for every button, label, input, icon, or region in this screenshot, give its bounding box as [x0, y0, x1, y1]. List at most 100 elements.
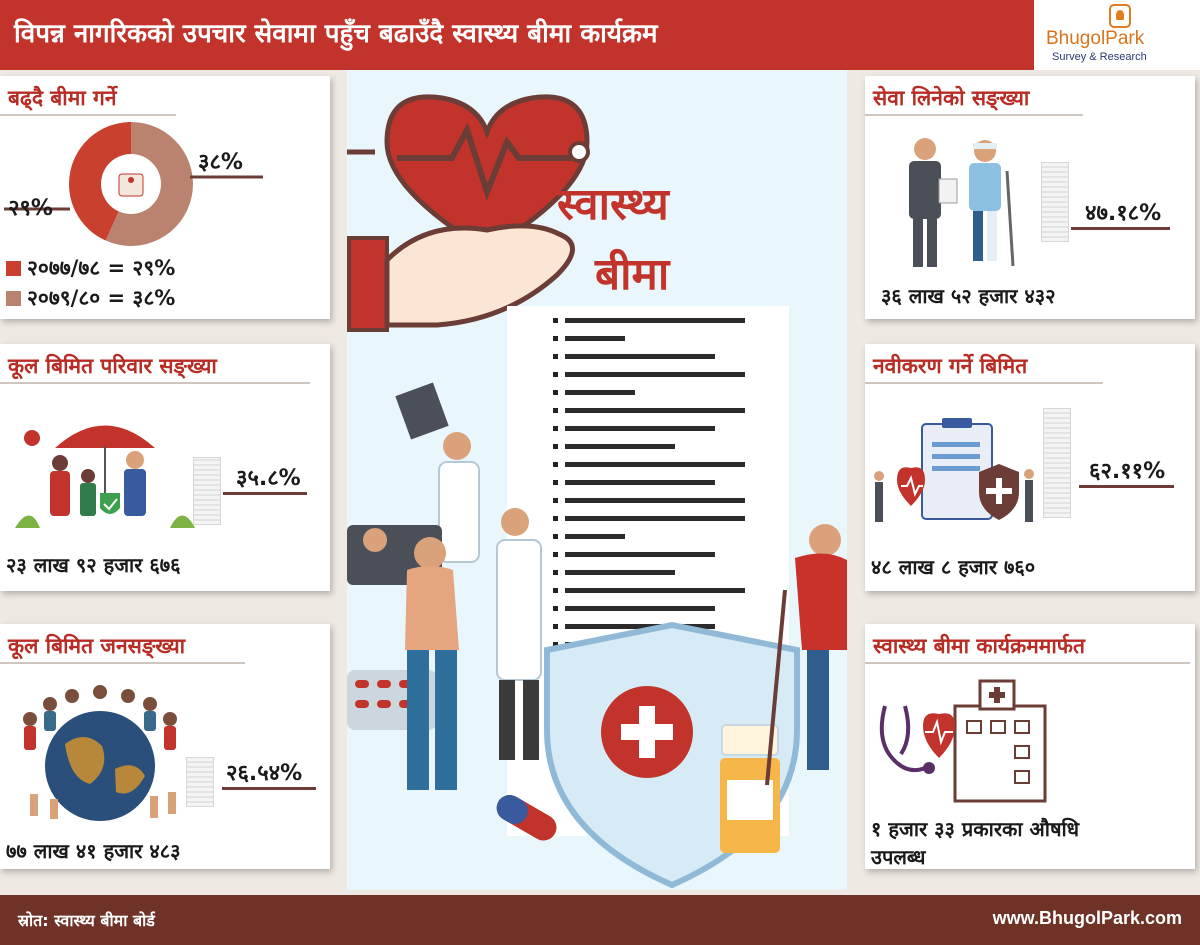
- doc-line: [565, 318, 745, 323]
- stat-underline: [222, 787, 316, 790]
- doc-bullet: [553, 408, 558, 413]
- doc-line: [565, 336, 625, 341]
- population-card-title: कूल बिमित जनसङ्ख्या: [8, 634, 186, 658]
- logo-name: BhugolPark: [1046, 28, 1145, 49]
- program-line-2: उपलब्ध: [871, 845, 926, 869]
- doc-bullet: [553, 516, 558, 521]
- title-divider: [0, 114, 176, 116]
- doc-bullet: [553, 606, 558, 611]
- title-divider: [865, 662, 1190, 664]
- doc-bullet: [553, 318, 558, 323]
- doc-line: [565, 588, 745, 593]
- doc-line: [565, 426, 715, 431]
- legend-item-2: २०७९/८० = ३८%: [6, 284, 175, 312]
- renewal-percent: ६२.११%: [1089, 459, 1166, 484]
- service-bar: [1041, 162, 1069, 242]
- crowd-globe-illustration: [23, 685, 177, 821]
- doc-line: [565, 354, 715, 359]
- title-divider: [0, 382, 310, 384]
- title-divider: [865, 114, 1083, 116]
- doc-bullet: [553, 354, 558, 359]
- logo-icon: [1109, 4, 1131, 28]
- doc-bullet: [553, 588, 558, 593]
- doc-line: [565, 480, 715, 485]
- doc-bullet: [553, 642, 558, 647]
- service-card: सेवा लिनेको सङ्ख्या ४७.१८% ३६ लाख ५२ हजा…: [865, 76, 1195, 319]
- legend-label-1: २०७७/७८ = २९%: [27, 256, 176, 280]
- title-divider: [0, 662, 245, 664]
- families-count: २३ लाख ९२ हजार ६७६: [6, 553, 181, 577]
- doc-line: [565, 570, 675, 575]
- program-card: स्वास्थ्य बीमा कार्यक्रममार्फत १ हजार ३३…: [865, 624, 1195, 869]
- family-umbrella-illustration: [15, 425, 195, 528]
- hospital-stethoscope-illustration: [879, 679, 1047, 803]
- stat-underline: [1071, 227, 1170, 230]
- doc-bullet: [553, 372, 558, 377]
- doc-bullet: [553, 390, 558, 395]
- doc-bullet: [553, 444, 558, 449]
- logo-tagline: Survey & Research: [1052, 51, 1147, 63]
- health-insurance-illustration: [347, 94, 847, 889]
- families-card: कूल बिमित परिवार सङ्ख्या ३५.८% २३ लाख ९२…: [0, 344, 330, 591]
- insurance-illustration: [874, 418, 1034, 522]
- doc-bullet: [553, 552, 558, 557]
- service-percent: ४७.१८%: [1085, 201, 1162, 226]
- legend-label-2: २०७९/८० = ३८%: [27, 286, 176, 310]
- doc-line: [565, 606, 715, 611]
- growth-label-right: ३८%: [198, 150, 243, 175]
- doc-bullet: [553, 336, 558, 341]
- service-card-title: सेवा लिनेको सङ्ख्या: [873, 86, 1030, 110]
- title-divider: [865, 382, 1103, 384]
- header-banner: विपन्न नागरिकको उपचार सेवामा पहुँच बढाउँ…: [0, 0, 1034, 70]
- growth-label-left: २९%: [8, 196, 53, 221]
- page-title: विपन्न नागरिकको उपचार सेवामा पहुँच बढाउँ…: [14, 19, 658, 49]
- population-count: ७७ लाख ४१ हजार ४८३: [6, 839, 181, 863]
- doc-bullet: [553, 462, 558, 467]
- doc-line: [565, 498, 745, 503]
- doc-line: [565, 444, 675, 449]
- doc-bullet: [553, 624, 558, 629]
- doc-line: [565, 534, 625, 539]
- family-illustration-icon: [118, 173, 144, 197]
- growth-donut-chart: [4, 122, 263, 246]
- renewal-card: नवीकरण गर्ने बिमित ६२.११% ४८ लाख ८ हजार …: [865, 344, 1195, 591]
- website-link[interactable]: www.BhugolPark.com: [992, 908, 1182, 928]
- renewal-count: ४८ लाख ८ हजार ७६०: [871, 555, 1036, 579]
- population-percent: २६.५४%: [226, 761, 303, 786]
- doc-line: [565, 624, 715, 629]
- doc-line: [565, 390, 635, 395]
- footer: स्रोत: स्वास्थ्य बीमा बोर्ड www.BhugolPa…: [0, 895, 1200, 945]
- center-word-2: बीमा: [595, 249, 670, 300]
- logo[interactable]: BhugolPark Survey & Research: [1034, 0, 1200, 70]
- donut-slice-2: [105, 122, 193, 246]
- donut-slice-1: [69, 122, 131, 241]
- source-text: स्रोत: स्वास्थ्य बीमा बोर्ड: [18, 911, 155, 930]
- doc-line: [565, 372, 745, 377]
- renewal-card-title: नवीकरण गर्ने बिमित: [873, 354, 1028, 378]
- growth-card-title: बढ्दै बीमा गर्ने: [8, 86, 117, 110]
- center-word-1: स्वास्थ्य: [557, 179, 669, 230]
- stat-underline: [223, 492, 307, 495]
- doc-line: [565, 462, 745, 467]
- doc-bullet: [553, 498, 558, 503]
- legend-swatch-2: [6, 291, 21, 306]
- families-percent: ३५.८%: [236, 466, 301, 491]
- population-card: कूल बिमित जनसङ्ख्या २६.५४% ७७ लाख ४१ हजा…: [0, 624, 330, 869]
- population-bar: [186, 757, 214, 807]
- program-card-title: स्वास्थ्य बीमा कार्यक्रममार्फत: [873, 634, 1085, 658]
- center-illustration: स्वास्थ्य बीमा: [347, 70, 847, 890]
- doc-line: [565, 408, 745, 413]
- doc-line: [565, 516, 745, 521]
- renewal-bar: [1043, 408, 1071, 518]
- doc-bullet: [553, 570, 558, 575]
- doc-bullet: [553, 426, 558, 431]
- stat-underline: [1079, 485, 1174, 488]
- families-bar: [193, 457, 221, 525]
- program-line-1: १ हजार ३३ प्रकारका औषधि: [871, 817, 1080, 841]
- families-card-title: कूल बिमित परिवार सङ्ख्या: [8, 354, 217, 378]
- doc-bullet: [553, 534, 558, 539]
- doc-line: [565, 552, 715, 557]
- legend-item-1: २०७७/७८ = २९%: [6, 254, 175, 282]
- legend-swatch-1: [6, 261, 21, 276]
- service-count: ३६ लाख ५२ हजार ४३२: [881, 284, 1056, 308]
